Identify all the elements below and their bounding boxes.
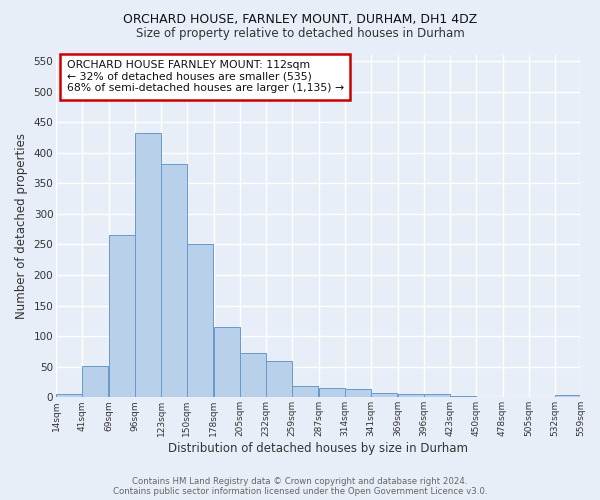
Bar (345, 388, 371, 398)
Bar (449, 396, 476, 398)
Bar (135, 133, 161, 398)
Bar (214, 327, 240, 398)
Bar (161, 164, 187, 398)
Bar (292, 386, 318, 398)
Text: Size of property relative to detached houses in Durham: Size of property relative to detached ho… (136, 28, 464, 40)
X-axis label: Distribution of detached houses by size in Durham: Distribution of detached houses by size … (168, 442, 468, 455)
Bar (82, 366, 108, 398)
Text: ORCHARD HOUSE, FARNLEY MOUNT, DURHAM, DH1 4DZ: ORCHARD HOUSE, FARNLEY MOUNT, DURHAM, DH… (123, 12, 477, 26)
Text: ORCHARD HOUSE FARNLEY MOUNT: 112sqm
← 32% of detached houses are smaller (535)
6: ORCHARD HOUSE FARNLEY MOUNT: 112sqm ← 32… (67, 60, 344, 94)
Bar (554, 396, 580, 398)
Y-axis label: Number of detached properties: Number of detached properties (15, 133, 28, 319)
Bar (424, 394, 449, 398)
Bar (319, 388, 345, 398)
Bar (398, 394, 424, 398)
Bar (240, 354, 266, 398)
Bar (371, 393, 397, 398)
Text: Contains HM Land Registry data © Crown copyright and database right 2024.
Contai: Contains HM Land Registry data © Crown c… (113, 476, 487, 496)
Bar (109, 236, 135, 398)
Bar (266, 360, 292, 398)
Bar (187, 244, 213, 398)
Bar (56, 394, 82, 398)
